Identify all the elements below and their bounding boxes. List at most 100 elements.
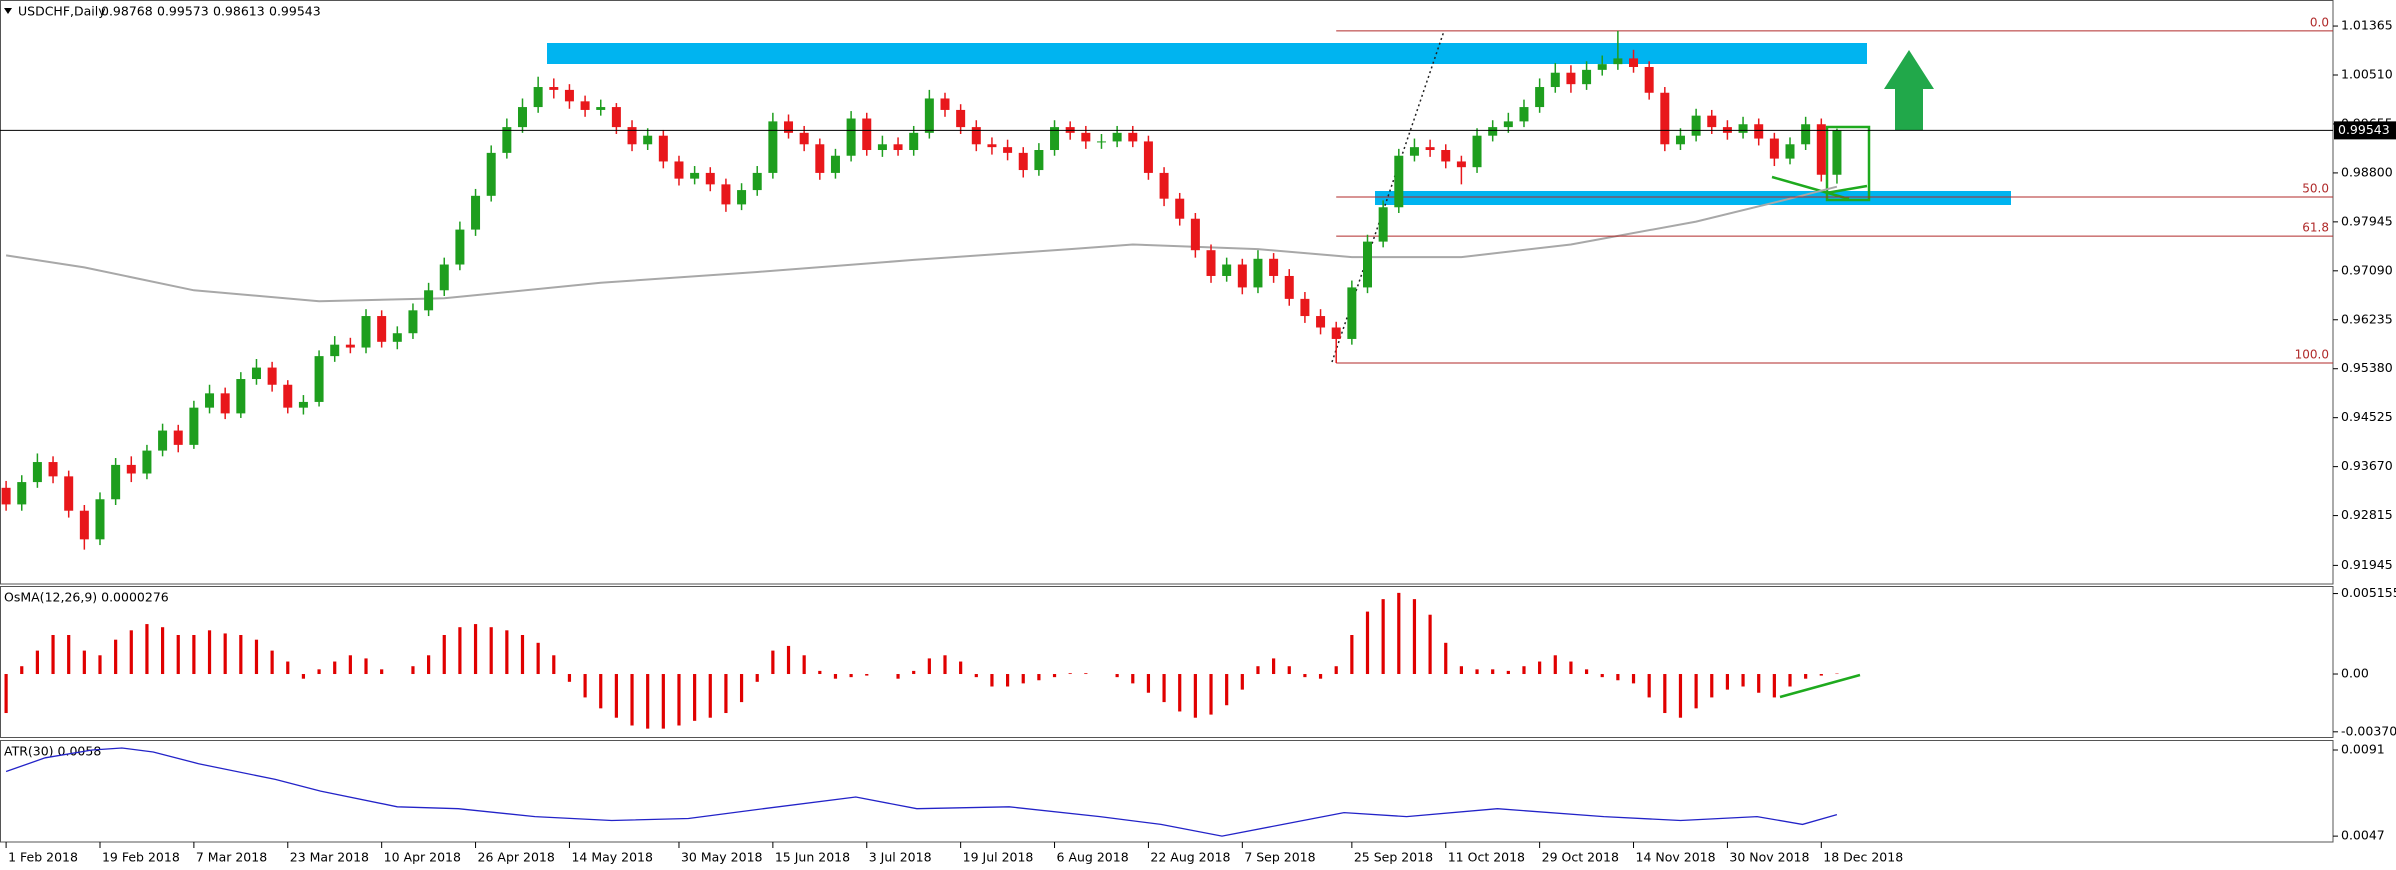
candle-body [1675,135,1685,145]
candle-body [1785,144,1795,159]
candle-body [1378,207,1388,242]
osma-title: OsMA(12,26,9) 0.0000276 [4,590,169,605]
header-open: 0.98768 [101,4,153,19]
candle-body [173,430,183,445]
x-tick-label: 30 Nov 2018 [1729,850,1809,865]
candle-body [439,264,449,291]
fib-level-label: 61.8 [2302,221,2329,235]
candle-body [1206,250,1216,276]
atr-line [5,747,1838,837]
candle-body [32,462,42,483]
candle-body [471,195,481,230]
candle-body [111,464,121,500]
x-tick-label: 1 Feb 2018 [8,850,78,865]
candle-body [17,482,27,505]
x-tick-label: 3 Jul 2018 [869,850,932,865]
osma-divergence-line [1779,673,1861,699]
x-tick-label: 19 Jul 2018 [963,850,1034,865]
candle-body [158,430,168,451]
candle-body [1112,132,1122,142]
candle-body [1394,155,1404,208]
y-tick-label: 0.93670 [2341,458,2393,473]
atr-title: ATR(30) 0.0058 [4,744,101,759]
candle-body [533,87,543,108]
candle-body [1613,58,1623,65]
candle-body [424,290,434,311]
candle-body [909,132,919,151]
candle-body [1190,218,1200,251]
candle-body [1128,132,1138,142]
fib-level-label: 50.0 [2302,181,2329,195]
candle-body [1456,161,1466,168]
y-tick-label: 0.92815 [2341,507,2393,522]
candle-body [1582,69,1592,85]
candle-body [1347,287,1357,339]
candle-body [690,172,700,179]
candle-body [643,135,653,145]
candle-body [1425,147,1435,151]
candle-body [1159,172,1169,199]
x-tick-label: 30 May 2018 [681,850,763,865]
candle-body [455,229,465,265]
menu-icon[interactable] [4,8,12,14]
candle-body [502,127,512,153]
candle-body [1550,72,1560,88]
candle-body [799,132,809,145]
candle-body [1300,298,1310,317]
header-low: 0.98613 [213,4,265,19]
candle-body [392,333,402,342]
candle-body [1,487,11,505]
candle-body [893,144,903,151]
candle-body [1644,66,1654,93]
candle-body [1331,327,1341,339]
candle-body [95,499,105,540]
y-tick-label: 0.98800 [2341,164,2393,179]
candle-body [251,367,261,380]
x-tick-label: 29 Oct 2018 [1542,850,1619,865]
osma-panel-frame [0,586,2334,738]
candle-body [940,98,950,110]
candle-body [283,384,293,408]
y-tick-label: 0.00 [2341,666,2369,681]
y-tick-label: -0.0037039 [2341,723,2396,738]
candle-body [1566,72,1576,85]
candle-body [1034,150,1044,171]
candle-body [1660,92,1670,145]
candle-body [298,401,308,408]
y-tick-label: 0.0047 [2341,828,2385,843]
candle-body [705,172,715,185]
candle-body [377,316,387,342]
candle-body [768,121,778,173]
candle-body [408,310,418,334]
candle-body [987,144,997,148]
y-tick-label: 0.0091 [2341,742,2385,757]
candle-body [345,344,355,348]
candle-body [1081,132,1091,142]
candle-body [1143,141,1153,173]
x-tick-label: 22 Aug 2018 [1150,850,1230,865]
candle-body [956,109,966,128]
candle-body [1003,147,1013,153]
candle-body [1832,130,1842,175]
x-tick-label: 18 Dec 2018 [1823,850,1903,865]
fib-trend-line [1331,30,1445,363]
candle-body [627,127,637,145]
price-tag-label: 0.99543 [2338,122,2390,137]
candle-body [830,155,840,173]
x-tick-label: 7 Mar 2018 [196,850,267,865]
candle-body [1488,127,1498,136]
candle-body [1363,241,1373,288]
fib-level-label: 100.0 [2295,347,2329,361]
candle-body [189,407,199,445]
candle-body [142,450,152,474]
y-tick-label: 0.96235 [2341,311,2393,326]
candle-body [1738,124,1748,133]
candle-body [877,144,887,151]
x-tick-label: 14 Nov 2018 [1636,850,1716,865]
candle-body [1253,258,1263,288]
candle-body [971,127,981,145]
candle-body [236,379,246,414]
header-high: 0.99573 [157,4,209,19]
candle-body [1754,124,1764,139]
